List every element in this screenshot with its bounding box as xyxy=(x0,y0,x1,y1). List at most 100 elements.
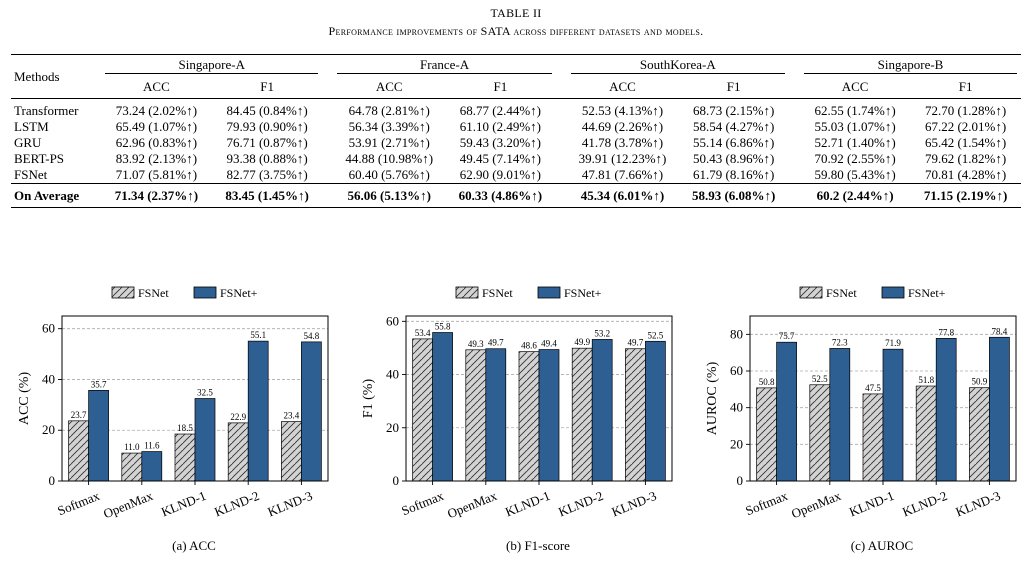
y-tick-label: 80 xyxy=(730,326,743,341)
bar-fsnet xyxy=(571,347,593,482)
x-tick-label: Softmax xyxy=(743,488,790,519)
legend-label-fsnet-plus: FSNet+ xyxy=(908,286,946,300)
bar-fsnet xyxy=(969,387,990,482)
table-row: GRU 62.96 (0.83%↑) 76.71 (0.87%↑) 53.91 (2.… xyxy=(11,135,1021,151)
dataset-header: Singapore-B xyxy=(803,57,1017,75)
x-tick-label: KLND-3 xyxy=(609,488,658,519)
legend-label-fsnet-plus: FSNet+ xyxy=(564,286,602,300)
y-tick-label: 20 xyxy=(730,436,743,451)
data-label: 22.9 xyxy=(230,412,246,422)
legend-swatch-fsnet-plus xyxy=(193,286,217,299)
method-name: LSTM xyxy=(14,119,49,134)
table-cell: 73.24 (2.02%↑) xyxy=(115,103,198,118)
method-name: GRU xyxy=(14,135,42,150)
legend-swatch-fsnet-plus xyxy=(881,286,905,299)
table-cell: 39.91 (12.23%↑) xyxy=(578,151,667,166)
data-label: 52.5 xyxy=(648,330,664,340)
dataset-header: Singapore-A xyxy=(105,57,319,75)
bar-fsnet-plus xyxy=(591,339,613,482)
table-cell: 76.71 (0.87%↑) xyxy=(226,135,308,150)
table-cell: 64.78 (2.81%↑) xyxy=(348,103,430,118)
bar-fsnet xyxy=(121,452,143,482)
results-table: Methods Singapore-A France-A SouthKorea-… xyxy=(11,54,1021,208)
bar-fsnet-plus xyxy=(194,398,216,482)
bar-fsnet xyxy=(281,421,302,482)
table-cell: 83.92 (2.13%↑) xyxy=(115,151,198,166)
table-cell: 52.53 (4.13%↑) xyxy=(581,103,664,118)
bar-fsnet-plus xyxy=(538,349,560,482)
y-axis-label: ACC (%) xyxy=(17,372,32,426)
bar-fsnet xyxy=(809,384,831,482)
table-cell: 61.10 (2.49%↑) xyxy=(459,119,541,134)
x-tick-label: KLND-2 xyxy=(900,488,949,519)
data-label: 47.5 xyxy=(865,383,881,393)
table-cell: 72.70 (1.28%↑) xyxy=(924,103,1007,118)
table-cell: 67.22 (2.01%↑) xyxy=(924,119,1007,134)
data-label: 35.7 xyxy=(91,379,107,389)
metric-header: F1 xyxy=(445,76,556,99)
table-cell: 71.34 (2.37%↑) xyxy=(101,183,212,208)
data-label: 54.8 xyxy=(304,331,320,341)
legend-swatch-fsnet-plus xyxy=(537,286,561,299)
bar-fsnet-plus xyxy=(935,338,957,482)
table-subtitle: Performance improvements of SATA across … xyxy=(328,24,704,38)
auroc-bar-chart: FSNet FSNet+ 0 20 40 60 80 50.8 75.7 Softmax 52.5 7… xyxy=(705,286,1017,521)
legend: FSNet FSNet+ xyxy=(799,286,946,300)
table-cell: 56.06 (5.13%↑) xyxy=(333,183,446,208)
table-cell: 55.03 (1.07%↑) xyxy=(814,119,896,134)
table-cell: 70.81 (4.28%↑) xyxy=(924,167,1007,182)
data-label: 77.8 xyxy=(938,327,954,337)
average-row: On Average 71.34 (2.37%↑) 83.45 (1.45%↑) 56… xyxy=(11,183,1021,208)
data-label: 18.5 xyxy=(177,423,193,433)
bar-fsnet-plus xyxy=(141,451,163,482)
legend-label-fsnet: FSNet xyxy=(482,286,513,300)
metric-header: F1 xyxy=(211,76,323,99)
y-tick-label: 0 xyxy=(737,473,744,488)
table-cell: 71.07 (5.81%↑) xyxy=(115,167,198,182)
caption-f1: (b) F1-score xyxy=(506,538,570,553)
y-tick-label: 0 xyxy=(49,473,56,488)
dataset-header: SouthKorea-A xyxy=(570,57,785,75)
table-cell: 70.92 (2.55%↑) xyxy=(814,151,896,166)
bar-fsnet xyxy=(756,387,777,482)
y-tick-label: 40 xyxy=(42,371,55,386)
data-label: 11.0 xyxy=(124,442,140,452)
y-tick-label: 60 xyxy=(730,363,743,378)
data-label: 48.6 xyxy=(521,341,537,351)
legend-label-fsnet: FSNet xyxy=(826,286,857,300)
data-label: 49.7 xyxy=(488,338,504,348)
data-label: 32.5 xyxy=(197,388,213,398)
data-label: 23.7 xyxy=(71,410,87,420)
x-tick-label: KLND-2 xyxy=(556,488,605,519)
table-cell: 55.14 (6.86%↑) xyxy=(693,135,775,150)
table-cell: 56.34 (3.39%↑) xyxy=(348,119,430,134)
x-tick-label: KLND-1 xyxy=(503,488,552,519)
bar-fsnet-plus xyxy=(485,348,507,482)
table-cell: 83.45 (1.45%↑) xyxy=(211,183,323,208)
legend: FSNet FSNet+ xyxy=(111,286,258,300)
data-label: 50.9 xyxy=(972,377,988,387)
legend-swatch-fsnet xyxy=(799,286,823,299)
table-cell: 71.15 (2.19%↑) xyxy=(910,183,1021,208)
y-tick-label: 60 xyxy=(386,313,399,328)
bar-fsnet-plus xyxy=(989,336,1010,482)
table-cell: 79.93 (0.90%↑) xyxy=(226,119,308,134)
data-label: 49.9 xyxy=(574,337,590,347)
table-cell: 60.40 (5.76%↑) xyxy=(348,167,430,182)
metric-header: ACC xyxy=(101,76,212,99)
table-cell: 47.81 (7.66%↑) xyxy=(581,167,664,182)
bar-fsnet xyxy=(518,351,540,482)
legend-swatch-fsnet xyxy=(455,286,479,299)
y-tick-label: 20 xyxy=(42,422,55,437)
table-title: TABLE II xyxy=(490,6,542,20)
bar-fsnet-plus xyxy=(432,332,453,482)
x-tick-label: OpenMax xyxy=(101,488,155,522)
metric-header: ACC xyxy=(566,76,679,99)
table-cell: 62.96 (0.83%↑) xyxy=(115,135,198,150)
table-row: LSTM 65.49 (1.07%↑) 79.93 (0.90%↑) 56.34 (3… xyxy=(11,119,1021,135)
table-cell: 59.43 (3.20%↑) xyxy=(459,135,541,150)
legend-label-fsnet-plus: FSNet+ xyxy=(220,286,258,300)
table-cell: 62.55 (1.74%↑) xyxy=(814,103,896,118)
plot-frame xyxy=(749,315,1017,482)
y-tick-label: 0 xyxy=(393,473,400,488)
